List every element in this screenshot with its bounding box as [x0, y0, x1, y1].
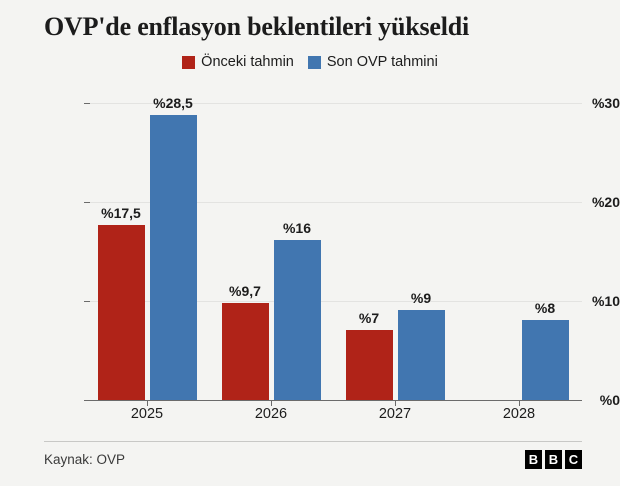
y-tick-mark-20: [84, 202, 90, 203]
y-axis-label-20: %20: [591, 194, 620, 210]
bar-2025-son-ovp-tahmini[interactable]: [150, 115, 197, 400]
bar-2027-son-ovp-tahmini[interactable]: [398, 310, 445, 400]
legend-label-onceki-tahmin: Önceki tahmin: [201, 54, 294, 70]
bbc-logo-letter-c: C: [565, 450, 582, 469]
x-tick-mark-2026: [271, 400, 272, 406]
footer-divider: [44, 441, 582, 442]
y-tick-mark-30: [84, 103, 90, 104]
y-tick-mark-0: [84, 400, 90, 401]
y-tick-mark-10: [84, 301, 90, 302]
legend-swatch-red: [182, 55, 196, 69]
x-tick-mark-2027: [395, 400, 396, 406]
axis-baseline: [90, 400, 582, 401]
bar-label-2027-onceki-tahmin: %7: [358, 310, 380, 326]
bar-label-2026-onceki-tahmin: %9,7: [229, 283, 261, 299]
chart-legend: Önceki tahmin Son OVP tahmini: [0, 54, 620, 70]
y-axis-label-0: %0: [599, 392, 620, 408]
bar-label-2025-onceki-tahmin: %17,5: [101, 205, 141, 221]
bbc-logo: B B C: [525, 450, 582, 469]
bbc-logo-letter-b1: B: [525, 450, 542, 469]
gridline-20: [90, 202, 582, 203]
y-axis-label-30: %30: [591, 95, 620, 111]
legend-item-onceki-tahmin[interactable]: Önceki tahmin: [182, 54, 294, 70]
bar-2025-onceki-tahmin[interactable]: [98, 225, 145, 400]
bar-label-2028-son-ovp-tahmini: %8: [534, 300, 556, 316]
x-tick-mark-2025: [147, 400, 148, 406]
gridline-30: [90, 103, 582, 104]
x-axis-label-2026: 2026: [254, 406, 288, 422]
source-note: Kaynak: OVP: [44, 452, 126, 467]
bar-2027-onceki-tahmin[interactable]: [346, 330, 393, 400]
gridline-10: [90, 301, 582, 302]
bar-2026-son-ovp-tahmini[interactable]: [274, 240, 321, 400]
bar-2026-onceki-tahmin[interactable]: [222, 303, 269, 400]
bar-label-2025-son-ovp-tahmini: %28,5: [153, 95, 193, 111]
x-axis-label-2025: 2025: [130, 406, 164, 422]
bar-label-2026-son-ovp-tahmini: %16: [282, 220, 312, 236]
x-axis-label-2028: 2028: [502, 406, 536, 422]
page-title: OVP'de enflasyon beklentileri yükseldi: [44, 12, 470, 41]
legend-item-son-ovp-tahmini[interactable]: Son OVP tahmini: [307, 54, 438, 70]
legend-swatch-blue: [307, 55, 321, 69]
bbc-logo-letter-b2: B: [545, 450, 562, 469]
x-axis-label-2027: 2027: [378, 406, 412, 422]
bar-2028-son-ovp-tahmini[interactable]: [522, 320, 569, 400]
legend-label-son-ovp-tahmini: Son OVP tahmini: [326, 54, 438, 70]
x-tick-mark-2028: [519, 400, 520, 406]
bar-label-2027-son-ovp-tahmini: %9: [410, 290, 432, 306]
y-axis-label-10: %10: [591, 293, 620, 309]
